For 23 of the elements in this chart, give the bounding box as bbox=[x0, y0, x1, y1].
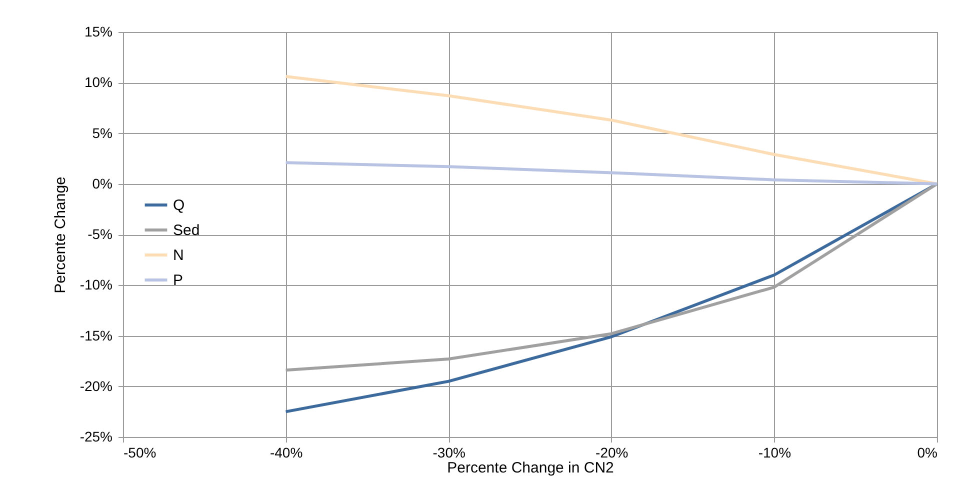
y-axis-title: Percente Change bbox=[52, 176, 69, 294]
x-tick-label: -20% bbox=[596, 444, 628, 460]
line-series bbox=[284, 161, 938, 186]
x-tick-label: 0% bbox=[917, 444, 938, 460]
legend-label: Sed bbox=[173, 222, 200, 239]
y-tick-label: -10% bbox=[80, 276, 112, 293]
x-tick-label: -10% bbox=[758, 444, 792, 460]
x-tick-label: -30% bbox=[432, 444, 466, 460]
y-tick-label: -25% bbox=[80, 428, 112, 444]
y-tick-label: -20% bbox=[80, 378, 112, 394]
line-series bbox=[284, 75, 938, 186]
legend-label: Q bbox=[173, 197, 185, 214]
x-tick-label: -40% bbox=[270, 444, 303, 460]
y-tick-label: 5% bbox=[92, 124, 112, 141]
y-tick-label: 15% bbox=[84, 24, 112, 40]
y-tick-label: -5% bbox=[88, 226, 112, 242]
legend-label: N bbox=[173, 247, 184, 264]
x-axis-title: Percente Change in CN2 bbox=[447, 460, 614, 476]
x-tick-label: -50% bbox=[124, 444, 156, 460]
legend-label: P bbox=[173, 272, 184, 289]
y-tick-label: 0% bbox=[92, 175, 112, 192]
y-tick-label: -15% bbox=[80, 327, 112, 344]
y-tick-label: 10% bbox=[84, 74, 112, 90]
